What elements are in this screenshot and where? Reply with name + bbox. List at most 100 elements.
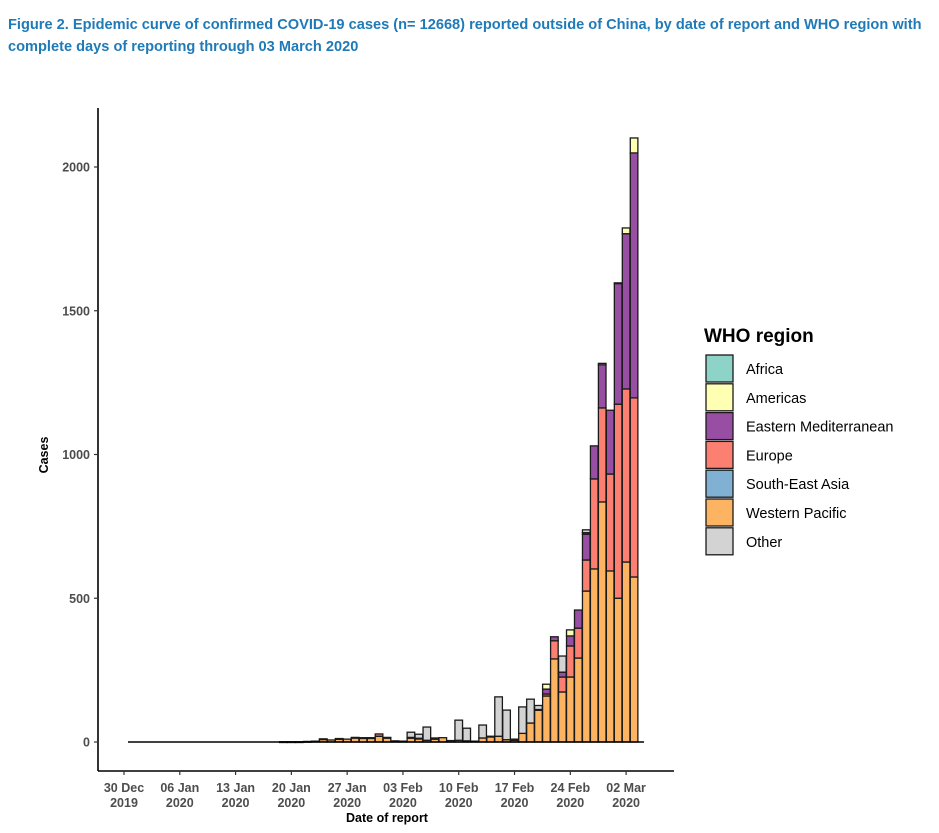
bar-segment-wp (533, 709, 543, 743)
bar-stack-2020-02-21 (549, 636, 559, 743)
legend-label: Eastern Mediterranean (746, 420, 894, 436)
y-tick-label: 0 (83, 736, 90, 750)
x-tick-label: 24 Feb 2020 (551, 781, 591, 810)
bar-stack-2020-02-15 (502, 709, 512, 743)
x-tick-label-line: 24 Feb (551, 781, 591, 795)
legend-item-europe: Europe (705, 440, 793, 470)
bar-segment-europe (597, 407, 607, 503)
bar-segment-other (502, 709, 512, 741)
bar-stack-2020-03-02 (629, 137, 639, 743)
bar-stack-2020-03-01 (621, 227, 631, 743)
bar-segment-europe (581, 559, 591, 592)
bar-stack-2020-02-10 (462, 727, 472, 743)
bar-segment-europe (589, 478, 599, 570)
bar-segment-wp (605, 570, 615, 743)
bar-segment-emr (629, 152, 639, 399)
x-tick-label-line: 17 Feb (495, 781, 535, 795)
bar-segment-americas (541, 683, 551, 690)
x-tick-label-line: 03 Feb (383, 781, 423, 795)
legend-item-americas: Americas (705, 383, 806, 412)
bar-segment-other (510, 738, 519, 741)
x-tick-label-line: 27 Jan (328, 781, 367, 795)
bar-segment-wp (565, 676, 575, 743)
x-tick-label: 27 Jan 2020 (328, 781, 367, 810)
bar-segment-wp (374, 735, 384, 743)
bar-stack-2020-02-23 (565, 629, 575, 743)
bar-segment-americas (350, 736, 360, 739)
bar-segment-wp (589, 568, 599, 743)
legend-swatch (705, 383, 734, 412)
legend-label: Americas (746, 391, 806, 407)
x-tick-label: 06 Jan 2020 (160, 781, 199, 810)
bar-segment-wp (494, 735, 504, 743)
bar-stack-2020-02-25 (581, 529, 591, 743)
legend-swatch (705, 411, 734, 441)
bar-segment-emr (597, 364, 607, 409)
bar-segment-europe (629, 397, 639, 578)
x-tick-label-line: 06 Jan (160, 781, 199, 795)
bar-segment-other (557, 655, 567, 673)
x-tick-label-line: 2020 (501, 796, 529, 810)
bar-segment-europe (613, 403, 623, 599)
bar-stack-2020-02-20 (541, 683, 551, 743)
x-tick-label: 20 Jan 2020 (272, 781, 311, 810)
x-tick-label-line: 2020 (612, 796, 640, 810)
bar-stack-2020-02-14 (494, 696, 504, 743)
bar-segment-wp (613, 597, 623, 743)
bar-segment-other (533, 704, 543, 711)
bar-segment-wp (629, 576, 639, 743)
bar-stack-2020-02-04 (414, 733, 424, 743)
legend-swatch (705, 469, 734, 498)
legend-item-africa: Africa (705, 354, 784, 383)
x-tick-label-line: 2020 (389, 796, 417, 810)
x-tick-label: 17 Feb 2020 (495, 781, 535, 810)
legend-label: Western Pacific (746, 506, 846, 522)
bar-segment-americas (597, 362, 607, 366)
figure-caption: Figure 2. Epidemic curve of confirmed CO… (8, 17, 922, 55)
x-tick-label: 30 Dec 2019 (104, 781, 144, 810)
bar-segment-emr (549, 636, 559, 642)
bar-segment-wp (557, 691, 567, 743)
bar-stack-2020-02-09 (454, 719, 464, 743)
bar-segment-other (454, 719, 464, 741)
bar-segment-europe (565, 645, 575, 678)
legend-label: Europe (746, 448, 793, 464)
legend-item-wp: Western Pacific (705, 498, 846, 527)
bar-segment-emr (605, 409, 615, 475)
legend-swatch (705, 354, 734, 383)
bar-segment-europe (573, 627, 583, 659)
bar-stack-2020-02-29 (613, 282, 623, 743)
bar-segment-europe (382, 736, 392, 739)
x-axis-title: Date of report (346, 811, 429, 825)
legend-item-other: Other (705, 527, 782, 556)
x-tick-label-line: 2020 (445, 796, 473, 810)
bar-segment-americas (629, 137, 639, 154)
bar-segment-wp (573, 657, 583, 743)
x-tick-label-line: 13 Jan (216, 781, 255, 795)
x-tick-label: 13 Jan 2020 (216, 781, 255, 810)
bar-segment-europe (557, 676, 567, 693)
bar-segment-wp (526, 722, 535, 743)
legend: WHO region Africa Americas Eastern Mediter… (704, 326, 894, 556)
bar-segment-emr (573, 609, 583, 629)
bar-segment-other (478, 724, 488, 739)
bar-stack-2020-02-18 (526, 698, 535, 743)
bar-segment-other (518, 706, 527, 735)
bar-stack-2020-02-26 (589, 445, 599, 743)
legend-label: South-East Asia (746, 477, 850, 493)
legend-swatch (705, 527, 734, 556)
y-tick-label: 1000 (62, 448, 90, 462)
bars-layer (278, 137, 639, 744)
x-tick-label-line: 2019 (110, 796, 138, 810)
bar-segment-emr (366, 737, 376, 740)
bar-segment-europe (334, 737, 344, 740)
bar-stack-2020-02-22 (557, 655, 567, 743)
x-tick-label-line: 02 Mar (606, 781, 646, 795)
bar-stack-2020-02-12 (478, 724, 488, 743)
legend-label: Africa (746, 362, 784, 378)
bar-segment-emr (557, 671, 567, 678)
bar-segment-wp (541, 695, 551, 743)
y-tick-label: 1500 (62, 304, 90, 318)
